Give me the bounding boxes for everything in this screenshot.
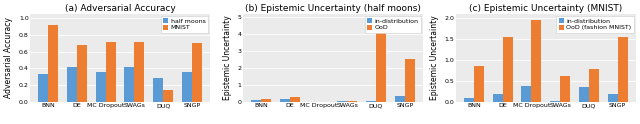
Y-axis label: Epistemic Uncertainty: Epistemic Uncertainty [430,15,439,100]
Bar [95,72,106,102]
Bar [153,78,163,102]
Bar [366,101,376,102]
Bar [502,37,513,102]
Title: (b) Epistemic Uncertainty (half moons): (b) Epistemic Uncertainty (half moons) [245,4,421,13]
Bar [38,74,48,102]
Bar [124,67,134,102]
Bar [376,19,386,102]
Title: (c) Epistemic Uncertainty (MNIST): (c) Epistemic Uncertainty (MNIST) [469,4,623,13]
Bar [589,69,599,102]
Y-axis label: Adversarial Accuracy: Adversarial Accuracy [4,17,13,98]
Bar [261,99,271,102]
Legend: in-distribution, OoD (fashion MNIST): in-distribution, OoD (fashion MNIST) [556,16,634,33]
Bar [474,66,484,102]
Bar [134,42,145,102]
Y-axis label: Epistemic Uncertainty: Epistemic Uncertainty [223,15,232,100]
Bar [579,87,589,102]
Bar [251,100,261,102]
Bar [618,37,628,102]
Bar [395,96,404,102]
Bar [67,67,77,102]
Title: (a) Adversarial Accuracy: (a) Adversarial Accuracy [65,4,175,13]
Bar [531,20,541,102]
Bar [522,86,531,102]
Bar [607,94,618,102]
Bar [348,101,357,102]
Legend: in-distribution, OoD: in-distribution, OoD [365,16,421,33]
Bar [106,42,116,102]
Bar [550,101,560,102]
Bar [77,45,87,102]
Bar [163,90,173,102]
Bar [182,72,192,102]
Bar [280,99,290,102]
Bar [493,94,502,102]
Bar [192,43,202,102]
Bar [290,97,300,102]
Bar [404,59,415,102]
Legend: half moons, MNIST: half moons, MNIST [161,16,208,33]
Bar [464,97,474,102]
Bar [337,101,348,102]
Bar [560,76,570,102]
Bar [48,25,58,102]
